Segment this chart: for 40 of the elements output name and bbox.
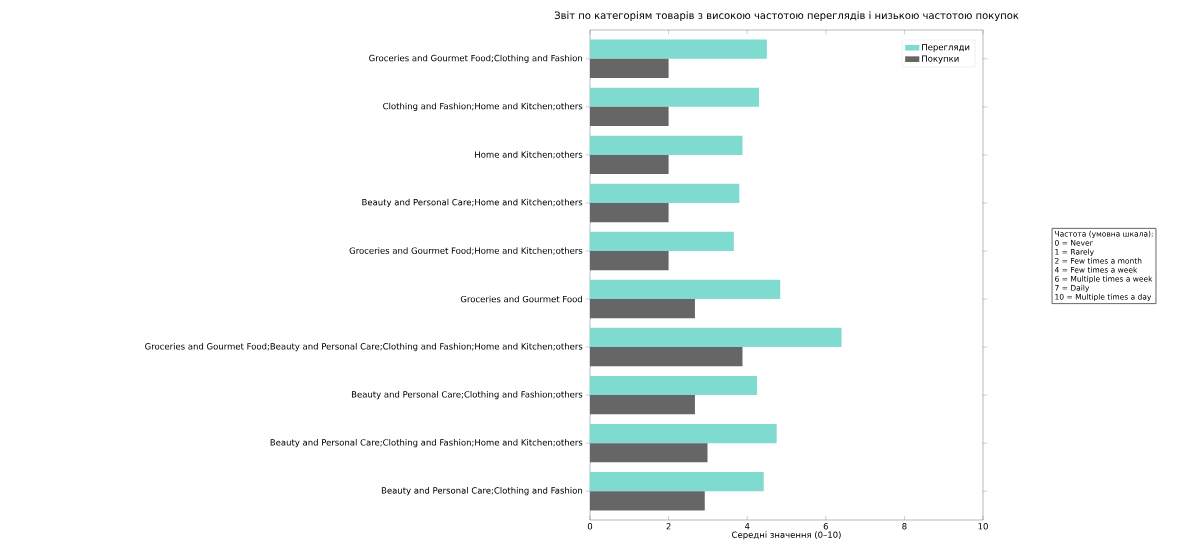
chart-title: Звіт по категоріям товарів з високою частотою переглядів і низькою частотою покупок xyxy=(554,11,1019,21)
y-tick-label: Groceries and Gourmet Food;Home and Kitchen;others xyxy=(349,247,583,255)
bar xyxy=(590,154,669,175)
bar xyxy=(590,202,669,223)
bar xyxy=(590,395,695,415)
bar xyxy=(590,327,842,348)
bar xyxy=(590,58,669,79)
y-tick-label: Groceries and Gourmet Food;Clothing and Fashion xyxy=(369,54,583,63)
y-tick-label: Beauty and Personal Care;Home and Kitchen;others xyxy=(362,198,583,208)
y-tick-label: Groceries and Gourmet Food xyxy=(460,295,582,303)
bar xyxy=(590,39,767,59)
bar xyxy=(590,375,758,396)
bar xyxy=(590,106,669,127)
legend-label: Покупки xyxy=(922,55,959,64)
y-tick-label: Groceries and Gourmet Food;Beauty and Personal Care;Clothing and Fashion;Home and Kitchen;others xyxy=(145,342,583,352)
bar xyxy=(590,471,764,492)
bar xyxy=(590,135,743,155)
x-tick-label: 4 xyxy=(744,523,750,530)
y-tick-label: Clothing and Fashion;Home and Kitchen;others xyxy=(383,102,583,111)
y-tick-label: Home and Kitchen;others xyxy=(475,151,583,159)
bar xyxy=(590,231,734,251)
bar xyxy=(590,299,695,319)
x-tick-label: 10 xyxy=(978,523,988,530)
bar xyxy=(590,347,743,367)
bar xyxy=(590,279,781,300)
bar xyxy=(590,423,777,444)
bar xyxy=(590,491,705,511)
bar xyxy=(590,250,669,271)
x-tick-label: 6 xyxy=(823,523,828,530)
y-tick-label: Beauty and Personal Care;Clothing and Fashion;Home and Kitchen;others xyxy=(270,439,583,448)
legend-label: Перегляди xyxy=(922,43,970,52)
x-tick-label: 8 xyxy=(902,523,907,530)
bar xyxy=(590,87,759,107)
y-tick-label: Beauty and Personal Care;Clothing and Fashion;others xyxy=(351,390,583,400)
x-tick-label: 0 xyxy=(587,523,593,530)
y-tick-label: Beauty and Personal Care;Clothing and Fashion xyxy=(381,487,583,496)
bar xyxy=(590,183,740,203)
x-tick-label: 2 xyxy=(666,523,671,530)
x-axis-title: Середні значення (0–10) xyxy=(732,531,841,540)
bar xyxy=(590,443,708,463)
